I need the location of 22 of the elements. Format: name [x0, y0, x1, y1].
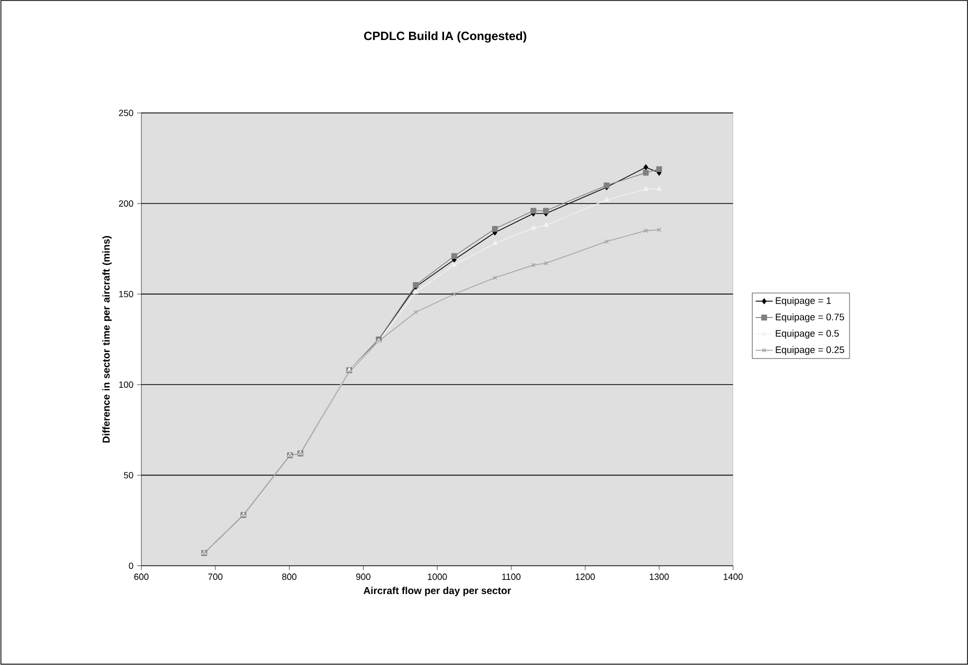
x-tick-label: 900	[356, 574, 370, 580]
y-tick-label: 50	[124, 472, 134, 478]
x-tick-label: 1100	[502, 574, 521, 580]
x-tick-label: 800	[282, 574, 296, 580]
legend-label: Equipage = 1	[776, 296, 831, 306]
y-tick-label: 0	[128, 562, 134, 569]
chart-title: CPDLC Build IA (Congested)	[364, 31, 526, 43]
x-tick-label: 1200	[576, 574, 595, 580]
legend-label: Equipage = 0.75	[776, 313, 844, 322]
x-tick-label: 1300	[650, 574, 669, 580]
legend-label: Equipage = 0.25	[776, 346, 844, 355]
y-axis-title: Difference in sector time per aircraft (mins)	[102, 236, 112, 442]
legend-label: Equipage = 0.5	[776, 330, 839, 339]
x-tick-label: 1400	[724, 574, 743, 580]
y-tick-label: 150	[119, 290, 134, 298]
y-tick-label: 200	[118, 200, 134, 207]
x-tick-label: 700	[208, 574, 222, 580]
x-tick-label: 1000	[428, 574, 447, 580]
y-tick-label: 100	[119, 381, 134, 388]
y-tick-label: 250	[118, 110, 134, 116]
x-axis-title: Aircraft flow per day per sector	[364, 586, 511, 596]
x-tick-label: 600	[134, 574, 149, 580]
